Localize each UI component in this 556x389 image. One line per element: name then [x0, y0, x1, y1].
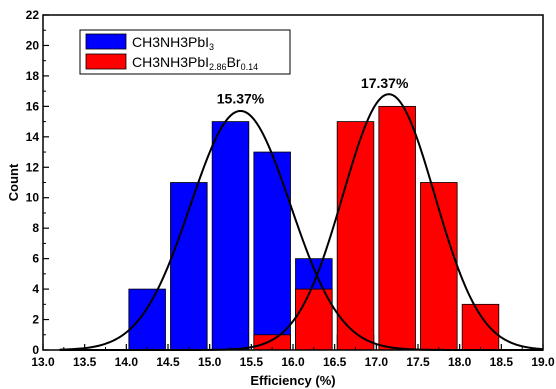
- legend-swatch-red: [85, 53, 127, 70]
- peak-annotation: 15.37%: [217, 90, 265, 106]
- bar-red-18.25: [461, 303, 500, 351]
- series-red-bars: [253, 105, 500, 351]
- x-tick-label: 17.0: [365, 355, 389, 369]
- x-tick-label: 18.5: [490, 355, 514, 369]
- legend-entry-label: CH3NH3PbI3: [132, 34, 214, 52]
- bar-blue-15.25: [211, 121, 250, 351]
- x-tick-label: 14.5: [156, 355, 180, 369]
- x-axis-label: Efficiency (%): [250, 373, 335, 388]
- y-tick-label: 6: [32, 252, 39, 266]
- x-tick-label: 13.0: [31, 355, 55, 369]
- x-tick-label: 14.0: [115, 355, 139, 369]
- x-tick-label: 15.0: [198, 355, 222, 369]
- y-axis-ticks: 0 2 4 6 8 10 12 14 16 18 20 22: [26, 8, 49, 357]
- y-tick-label: 18: [26, 69, 40, 83]
- x-tick-label: 16.5: [323, 355, 347, 369]
- legend-swatch-blue: [85, 33, 127, 50]
- bar-red-16.25: [295, 288, 333, 351]
- x-tick-label: 15.5: [240, 355, 264, 369]
- y-tick-label: 12: [26, 160, 40, 174]
- bar-blue-15.75: [253, 151, 291, 351]
- legend: CH3NH3PbI3 CH3NH3PbI2.86Br0.14: [79, 29, 291, 75]
- y-tick-label: 8: [32, 221, 39, 235]
- y-tick-label: 2: [32, 313, 39, 327]
- x-tick-label: 13.5: [73, 355, 97, 369]
- bar-red-16.75: [336, 121, 375, 351]
- x-tick-label: 19.0: [531, 355, 555, 369]
- x-axis-ticks: 13.0 13.5 14.0 14.5 15.0 15.5 16.0 16.5 17.0 17.5…: [31, 344, 555, 369]
- y-axis-label: Count: [6, 163, 21, 201]
- y-tick-label: 22: [26, 8, 40, 22]
- x-tick-label: 18.0: [448, 355, 472, 369]
- bar-red-17.25: [378, 105, 416, 351]
- y-tick-label: 16: [26, 99, 40, 113]
- bar-blue-14.25: [128, 288, 166, 351]
- peak-annotation: 17.37%: [361, 75, 409, 91]
- legend-entry-label: CH3NH3PbI2.86Br0.14: [132, 54, 258, 72]
- x-tick-label: 16.0: [281, 355, 305, 369]
- y-tick-label: 10: [26, 191, 40, 205]
- y-tick-label: 4: [32, 282, 39, 296]
- y-tick-label: 20: [26, 38, 40, 52]
- peak-annotations: 15.37% 17.37%: [217, 75, 409, 106]
- x-tick-label: 17.5: [406, 355, 430, 369]
- y-tick-label: 14: [26, 130, 40, 144]
- y-tick-label: 0: [32, 343, 39, 357]
